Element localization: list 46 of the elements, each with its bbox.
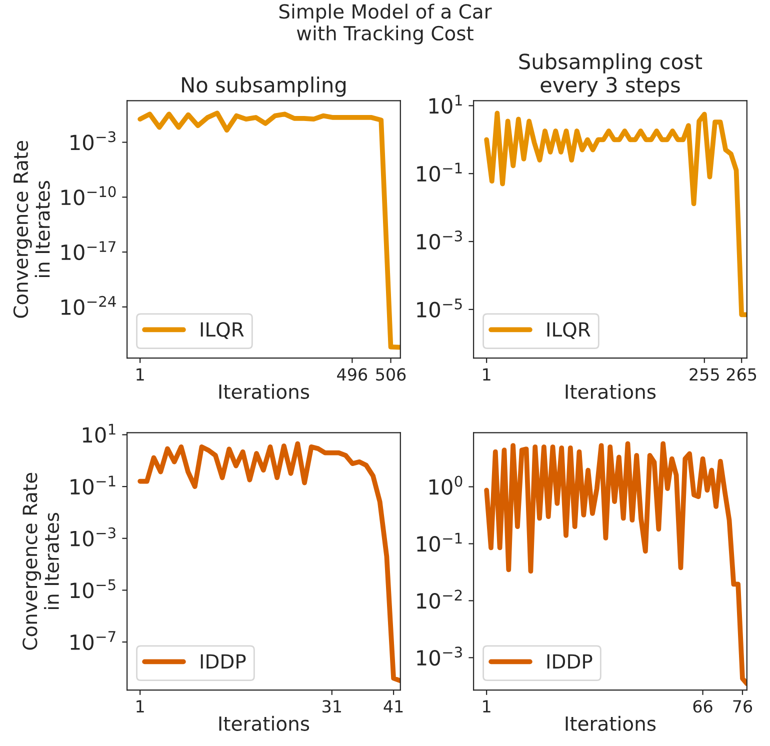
line-series — [484, 110, 747, 318]
y-tick-label: 10$^{0}$ — [429, 476, 462, 495]
y-tick-label: 10$^{−1}$ — [417, 162, 462, 182]
y-tick-label: 10$^{−24}$ — [61, 296, 116, 315]
x-tick-label: 1 — [136, 368, 144, 380]
x-tick-label: 496 — [337, 368, 368, 381]
x-axis-title: Iterations — [219, 384, 310, 399]
chart-subtitle: No subsampling — [182, 76, 346, 97]
x-tick-label: 255 — [690, 368, 719, 381]
line-series — [138, 441, 400, 684]
y-tick-label: 10$^{−3}$ — [417, 230, 462, 250]
x-tick-label: 31 — [322, 700, 341, 713]
y-tick-label: 10$^{−2}$ — [417, 590, 462, 609]
y-tick-label: 10$^{−5}$ — [70, 579, 116, 598]
y-tick-label: 10$^{−17}$ — [61, 241, 116, 260]
legend-label: IDDP — [547, 654, 592, 669]
y-tick-label: 10$^{1}$ — [429, 94, 462, 114]
chart-subtitle: Subsampling cost every 3 steps — [519, 53, 702, 97]
legend-label: ILQR — [547, 322, 590, 340]
y-axis-title: Convergence Rate in Iterates — [22, 472, 60, 650]
x-tick-label: 1 — [136, 700, 144, 712]
x-tick-label: 1 — [483, 368, 490, 380]
x-tick-label: 265 — [726, 368, 756, 381]
legend-label: ILQR — [200, 322, 244, 340]
y-tick-label: 10$^{−1}$ — [70, 476, 116, 495]
y-tick-label: 10$^{−10}$ — [61, 186, 116, 206]
x-tick-label: 76 — [733, 700, 752, 713]
x-axis-title: Iterations — [566, 384, 656, 399]
y-tick-label: 10$^{−7}$ — [70, 631, 116, 650]
x-tick-label: 1 — [483, 700, 490, 712]
x-tick-label: 506 — [376, 368, 406, 381]
line-series — [138, 110, 400, 350]
y-tick-label: 10$^{−3}$ — [417, 646, 462, 666]
y-tick-label: 10$^{−3}$ — [70, 527, 116, 546]
y-axis-title: Convergence Rate in Iterates — [13, 140, 50, 318]
x-axis-title: Iterations — [566, 716, 656, 731]
line-series — [484, 441, 747, 686]
legend-label: IDDP — [200, 654, 246, 669]
chart-title: Simple Model of a Car with Tracking Cost — [279, 4, 492, 44]
y-tick-label: 10$^{1}$ — [82, 424, 116, 443]
y-tick-label: 10$^{−3}$ — [70, 131, 116, 150]
x-axis-title: Iterations — [219, 716, 310, 731]
x-tick-label: 41 — [384, 700, 403, 712]
x-tick-label: 66 — [693, 700, 712, 713]
y-tick-label: 10$^{−5}$ — [417, 298, 462, 318]
y-tick-label: 10$^{−1}$ — [417, 532, 462, 552]
